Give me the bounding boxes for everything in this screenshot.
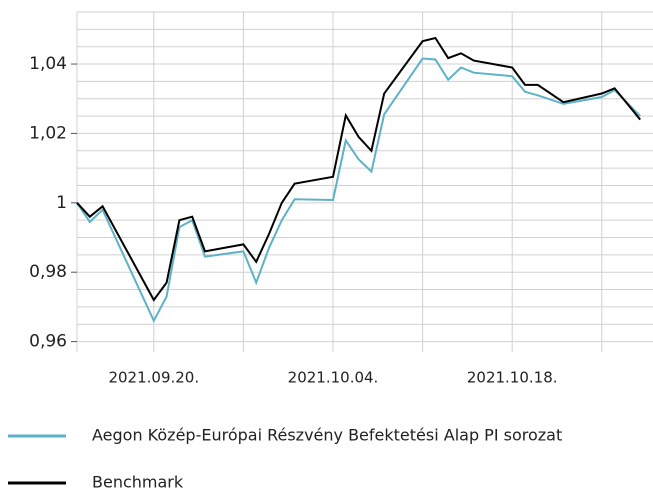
y-tick-label: 1 bbox=[56, 193, 67, 213]
series-line bbox=[76, 36, 641, 302]
x-tick-label: 2021.10.18. bbox=[467, 369, 558, 387]
x-tick-label: 2021.10.04. bbox=[288, 369, 379, 387]
y-tick-label: 0,98 bbox=[29, 262, 67, 282]
y-tick-label: 0,96 bbox=[29, 332, 67, 352]
legend-label: Aegon Közép-Európai Részvény Befektetési… bbox=[92, 426, 562, 445]
series-line bbox=[76, 57, 641, 324]
legend-label: Benchmark bbox=[92, 473, 184, 490]
x-tick-label: 2021.09.20. bbox=[108, 369, 199, 387]
y-tick-label: 1,04 bbox=[29, 54, 67, 74]
y-tick-label: 1,02 bbox=[29, 123, 67, 143]
